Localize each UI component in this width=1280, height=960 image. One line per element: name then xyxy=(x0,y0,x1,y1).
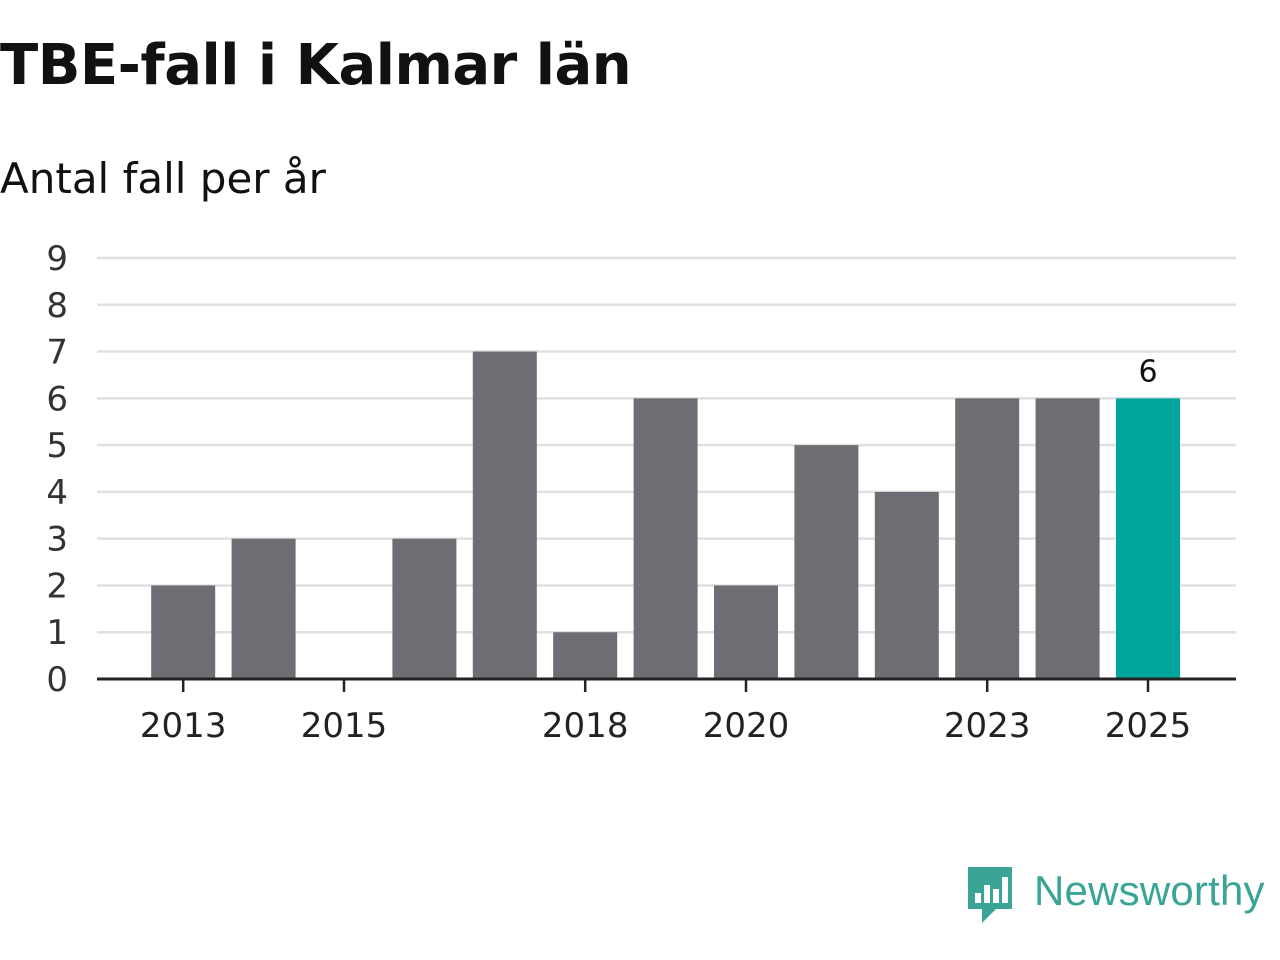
y-axis-ticks: 0 1 2 3 4 5 6 7 8 9 xyxy=(46,239,68,700)
chart-title: TBE-fall i Kalmar län xyxy=(0,33,632,98)
x-axis-ticks: 2013 2015 2018 2020 2023 2025 xyxy=(140,679,1191,746)
x-tick-label-2015: 2015 xyxy=(301,706,388,746)
brand-logo: Newsworthy xyxy=(964,862,1265,928)
chart-subtitle: Antal fall per år xyxy=(0,154,326,203)
y-tick-label-1: 1 xyxy=(46,613,68,653)
brand-name: Newsworthy xyxy=(1034,867,1265,914)
bar-2022 xyxy=(874,491,939,679)
data-label-2025: 6 xyxy=(1138,354,1157,389)
x-tick-label-2020: 2020 xyxy=(703,706,790,746)
bar-2017 xyxy=(472,351,537,679)
bar-2018 xyxy=(553,632,618,679)
newsworthy-logo-icon xyxy=(968,867,1012,923)
bar-2014 xyxy=(231,538,296,679)
bar-2025 xyxy=(1116,398,1180,679)
bar-2024 xyxy=(1035,398,1100,679)
x-tick-label-2025: 2025 xyxy=(1105,706,1192,746)
bar-2021 xyxy=(794,445,859,679)
data-labels: 6 xyxy=(1138,354,1157,389)
y-tick-label-6: 6 xyxy=(46,379,68,419)
y-tick-label-3: 3 xyxy=(46,520,68,560)
y-tick-label-8: 8 xyxy=(46,286,68,326)
x-tick-label-2018: 2018 xyxy=(542,706,629,746)
bar-2013 xyxy=(151,585,216,679)
y-tick-label-0: 0 xyxy=(46,660,68,700)
bar-2016 xyxy=(392,538,457,679)
bar-2023 xyxy=(955,398,1020,679)
bar-chart: 0 1 2 3 4 5 6 7 8 9 2013 2015 2018 2020 2023 2025 6 xyxy=(46,239,1236,746)
x-tick-label-2023: 2023 xyxy=(944,706,1031,746)
bar-2020 xyxy=(714,585,778,679)
y-tick-label-9: 9 xyxy=(46,239,68,279)
y-tick-label-4: 4 xyxy=(46,473,68,513)
bar-2019 xyxy=(633,398,698,679)
y-tick-label-7: 7 xyxy=(46,333,68,373)
bars xyxy=(151,351,1180,679)
y-tick-label-2: 2 xyxy=(46,566,68,606)
x-tick-label-2013: 2013 xyxy=(140,706,227,746)
y-tick-label-5: 5 xyxy=(46,426,68,466)
